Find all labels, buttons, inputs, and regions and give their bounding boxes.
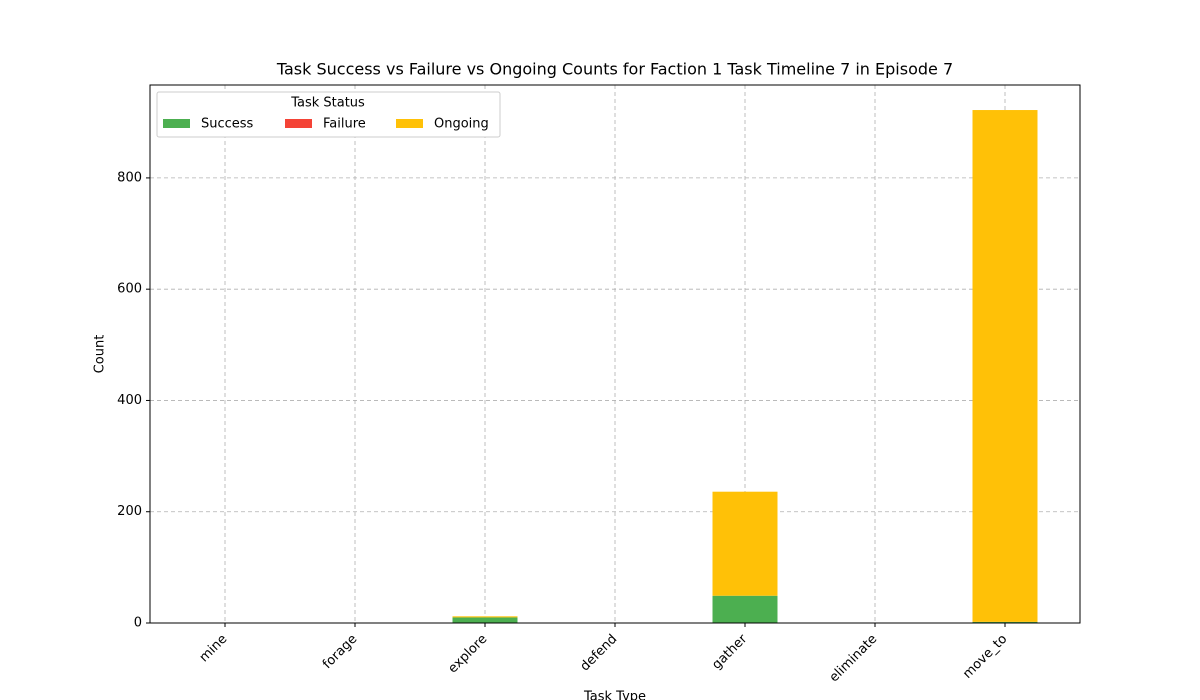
y-tick-label: 400 <box>117 393 142 408</box>
x-tick-label: eliminate <box>827 632 881 686</box>
legend-swatch <box>285 119 312 128</box>
y-axis-label: Count <box>93 335 108 374</box>
y-tick-label: 600 <box>117 282 142 297</box>
legend-label: Ongoing <box>434 117 489 132</box>
x-tick-label: explore <box>446 632 491 677</box>
y-tick-label: 0 <box>134 616 142 631</box>
bar-segment <box>972 110 1038 622</box>
x-tick-label: mine <box>197 632 231 666</box>
legend-swatch <box>396 119 423 128</box>
chart-title: Task Success vs Failure vs Ongoing Count… <box>276 60 953 79</box>
legend-label: Success <box>201 117 254 132</box>
y-tick-label: 800 <box>117 170 142 185</box>
x-tick-label: gather <box>709 631 750 672</box>
x-axis-label: Task Type <box>583 690 646 700</box>
legend: Task Status Success Failure Ongoing <box>156 91 501 138</box>
x-tick-label: forage <box>320 632 360 672</box>
x-tick-label: move_to <box>960 632 1010 682</box>
legend-swatch <box>163 119 190 128</box>
legend-title: Task Status <box>290 96 365 111</box>
axes-frame <box>149 84 1081 624</box>
x-tick-label: defend <box>578 632 621 675</box>
bar-segment <box>452 617 518 623</box>
bar-segment <box>452 616 518 618</box>
bar-segment <box>712 595 778 623</box>
bar-segment <box>972 621 1038 623</box>
y-tick-label: 200 <box>117 504 142 519</box>
legend-label: Failure <box>323 117 366 132</box>
bar-segment <box>712 491 778 596</box>
